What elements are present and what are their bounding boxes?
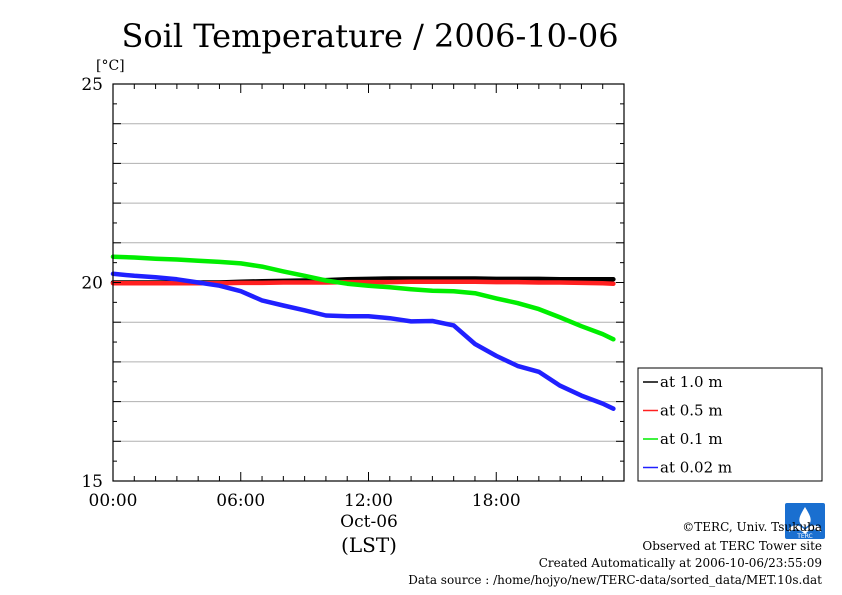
x-axis-label: (LST) [341, 533, 397, 557]
terc-logo: TERC [785, 503, 825, 540]
legend-label: at 0.1 m [660, 430, 723, 448]
x-tick-label: 18:00 [472, 491, 521, 511]
series-lines [110, 254, 616, 411]
legend-label: at 0.02 m [660, 459, 732, 477]
x-tick-label: 00:00 [89, 491, 138, 511]
logo-text: TERC [796, 533, 813, 540]
source-text: Data source : /home/hojyo/new/TERC-data/… [408, 573, 822, 587]
copyright-text: ©TERC, Univ. Tsukuba [682, 520, 822, 534]
x-tick-label: 06:00 [216, 491, 265, 511]
observed-text: Observed at TERC Tower site [642, 539, 822, 553]
legend-label: at 0.5 m [660, 402, 723, 420]
y-tick-label: 20 [81, 274, 103, 294]
chart-title: Soil Temperature / 2006-10-06 [121, 17, 618, 55]
tick-labels: 15 20 25 00:00 06:00 12:00 18:00 [81, 75, 520, 511]
y-unit-label: [°C] [96, 58, 125, 74]
created-text: Created Automatically at 2006-10-06/23:5… [539, 556, 822, 570]
legend: at 1.0 m at 0.5 m at 0.1 m at 0.02 m [637, 367, 823, 482]
series-line [110, 271, 616, 411]
legend-box [637, 367, 823, 482]
y-tick-label: 25 [81, 75, 103, 95]
legend-label: at 1.0 m [660, 373, 723, 391]
y-tick-label: 15 [81, 472, 103, 492]
plot-frame [112, 83, 625, 482]
x-tick-label: 12:00 [344, 491, 393, 511]
x-date-label: Oct-06 [340, 512, 398, 532]
series-line [110, 254, 616, 342]
